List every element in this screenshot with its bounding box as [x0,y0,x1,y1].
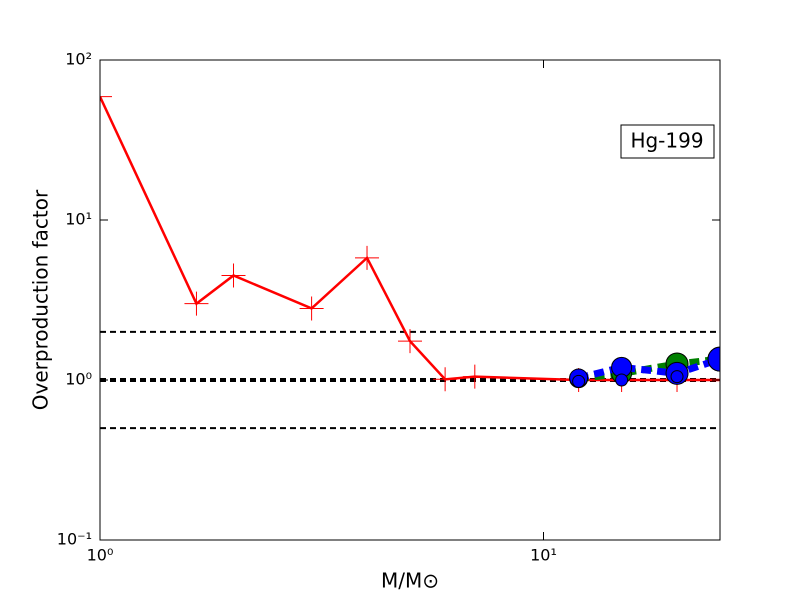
x-tick-label: 10⁰ [87,546,114,565]
y-tick-label: 10⁻¹ [57,530,92,549]
marker [221,263,246,288]
marker [398,329,422,354]
marker [184,291,209,316]
x-axis-label: M/M⊙ [381,569,439,593]
marker [100,84,112,109]
plot-frame [99,59,721,541]
marker [462,364,487,389]
y-tick-label: 10¹ [65,210,92,229]
series-line [577,355,720,382]
annotation-box [620,124,715,159]
y-axis-label: Overproduction factor [29,189,53,410]
marker [572,374,586,388]
x-tick-label: 10¹ [530,546,557,565]
marker [355,245,380,270]
marker [707,346,720,372]
marker [299,296,324,321]
y-tick-label: 10² [65,50,92,69]
marker [433,367,458,392]
annotation: Hg-199 [630,129,703,153]
y-tick-label: 10⁰ [65,370,92,389]
marker [615,373,629,387]
marker [670,370,684,384]
